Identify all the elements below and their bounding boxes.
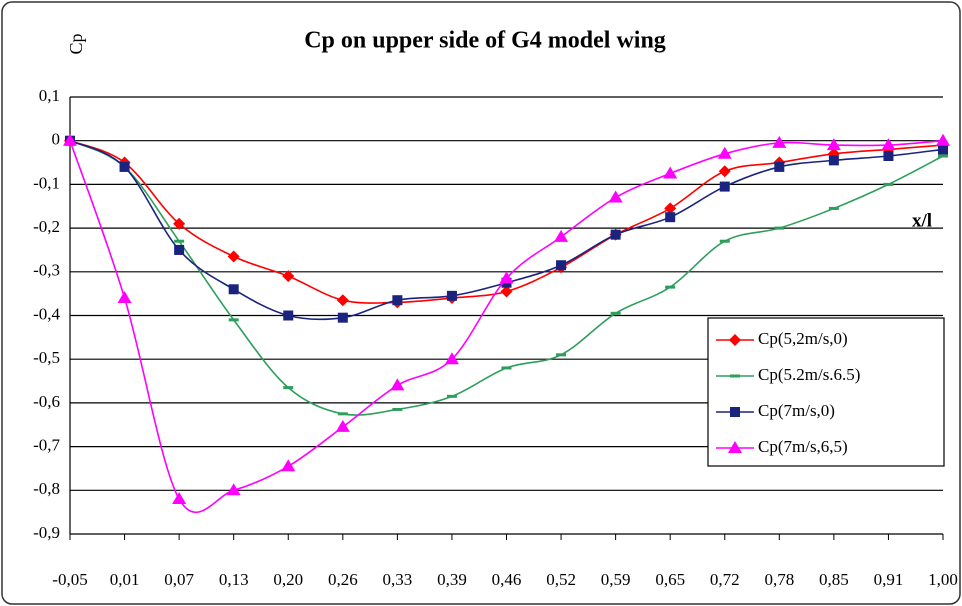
x-tick-label: 0,20 [273, 570, 303, 589]
x-axis-label: x/l [912, 210, 932, 231]
x-tick-label: 0,13 [219, 570, 249, 589]
y-tick-label: -0,9 [33, 523, 60, 542]
y-axis-label: Cp [66, 33, 86, 54]
marker [826, 138, 841, 151]
x-tick-label: 0,39 [437, 570, 467, 589]
marker [174, 244, 185, 255]
marker [728, 441, 742, 453]
legend-box [707, 317, 945, 467]
marker [499, 271, 514, 284]
x-tick-label: 0,26 [328, 570, 358, 589]
marker [337, 412, 348, 416]
marker [446, 394, 457, 398]
x-tick-label: -0,05 [52, 570, 87, 589]
y-tick-label: -0,4 [33, 304, 60, 323]
marker [883, 150, 894, 161]
marker [774, 226, 785, 230]
marker [719, 181, 730, 192]
y-tick-label: -0,2 [33, 217, 60, 236]
x-tick-label: 0,33 [383, 570, 413, 589]
x-tick-label: 0,07 [164, 570, 194, 589]
marker [665, 212, 676, 223]
marker [610, 229, 621, 240]
marker [729, 334, 741, 346]
marker [608, 190, 623, 203]
legend-label: Cp(7m/s,6,5) [758, 437, 848, 456]
marker [828, 155, 839, 166]
marker [226, 483, 241, 496]
marker [500, 285, 513, 298]
marker [610, 311, 621, 315]
marker [730, 374, 740, 378]
marker [282, 270, 295, 283]
marker [772, 135, 787, 148]
marker [718, 165, 731, 178]
marker [556, 260, 567, 271]
x-tick-label: 0,52 [546, 570, 576, 589]
marker [228, 318, 239, 322]
marker [119, 161, 130, 172]
x-tick-label: 0,65 [655, 570, 685, 589]
x-tick-label: 0,85 [819, 570, 849, 589]
marker [337, 312, 348, 323]
y-tick-label: -0,1 [33, 173, 60, 192]
marker [172, 492, 187, 505]
marker [392, 295, 403, 306]
marker [883, 182, 894, 186]
marker [730, 407, 740, 417]
chart-title: Cp on upper side of G4 model wing [304, 28, 666, 54]
x-tick-label: 0,78 [764, 570, 794, 589]
marker [444, 352, 459, 365]
legend-label: Cp(5.2m/s.6.5) [758, 365, 860, 384]
legend-label: Cp(7m/s,0) [758, 401, 835, 420]
marker [335, 419, 350, 432]
marker [227, 250, 240, 263]
y-tick-label: -0,5 [33, 348, 60, 367]
marker [938, 144, 948, 155]
marker [281, 459, 296, 472]
y-tick-label: -0,3 [33, 261, 60, 280]
marker [446, 290, 457, 301]
series-line [69, 139, 944, 416]
y-tick-label: -0,8 [33, 479, 60, 498]
y-tick-label: 0,1 [39, 86, 60, 105]
x-tick-label: 0,46 [492, 570, 522, 589]
x-tick-label: 0,59 [601, 570, 631, 589]
y-tick-label: 0 [52, 130, 61, 149]
x-tick-label: 1,00 [928, 570, 958, 589]
series-line [69, 139, 944, 321]
marker [392, 407, 403, 411]
marker [173, 217, 186, 230]
marker [556, 353, 567, 357]
marker [717, 146, 732, 159]
x-tick-label: 0,72 [710, 570, 740, 589]
marker [774, 161, 785, 172]
marker [719, 239, 730, 243]
marker [390, 378, 405, 391]
x-tick-label: 0,01 [110, 570, 140, 589]
marker [665, 285, 676, 289]
marker [336, 294, 349, 307]
marker [501, 366, 512, 370]
marker [117, 291, 132, 304]
marker [554, 229, 569, 242]
marker [881, 138, 896, 151]
y-tick-label: -0,6 [33, 392, 60, 411]
marker [828, 206, 839, 210]
marker [936, 133, 950, 146]
y-tick-label: -0,7 [33, 436, 60, 455]
marker [174, 239, 185, 243]
marker [664, 202, 677, 215]
marker [63, 133, 77, 146]
marker [938, 154, 948, 158]
marker [283, 386, 294, 390]
marker [283, 310, 294, 321]
marker [228, 284, 239, 295]
legend-label: Cp(5,2m/s,0) [758, 329, 848, 348]
marker [663, 166, 678, 179]
x-tick-label: 0,91 [874, 570, 904, 589]
